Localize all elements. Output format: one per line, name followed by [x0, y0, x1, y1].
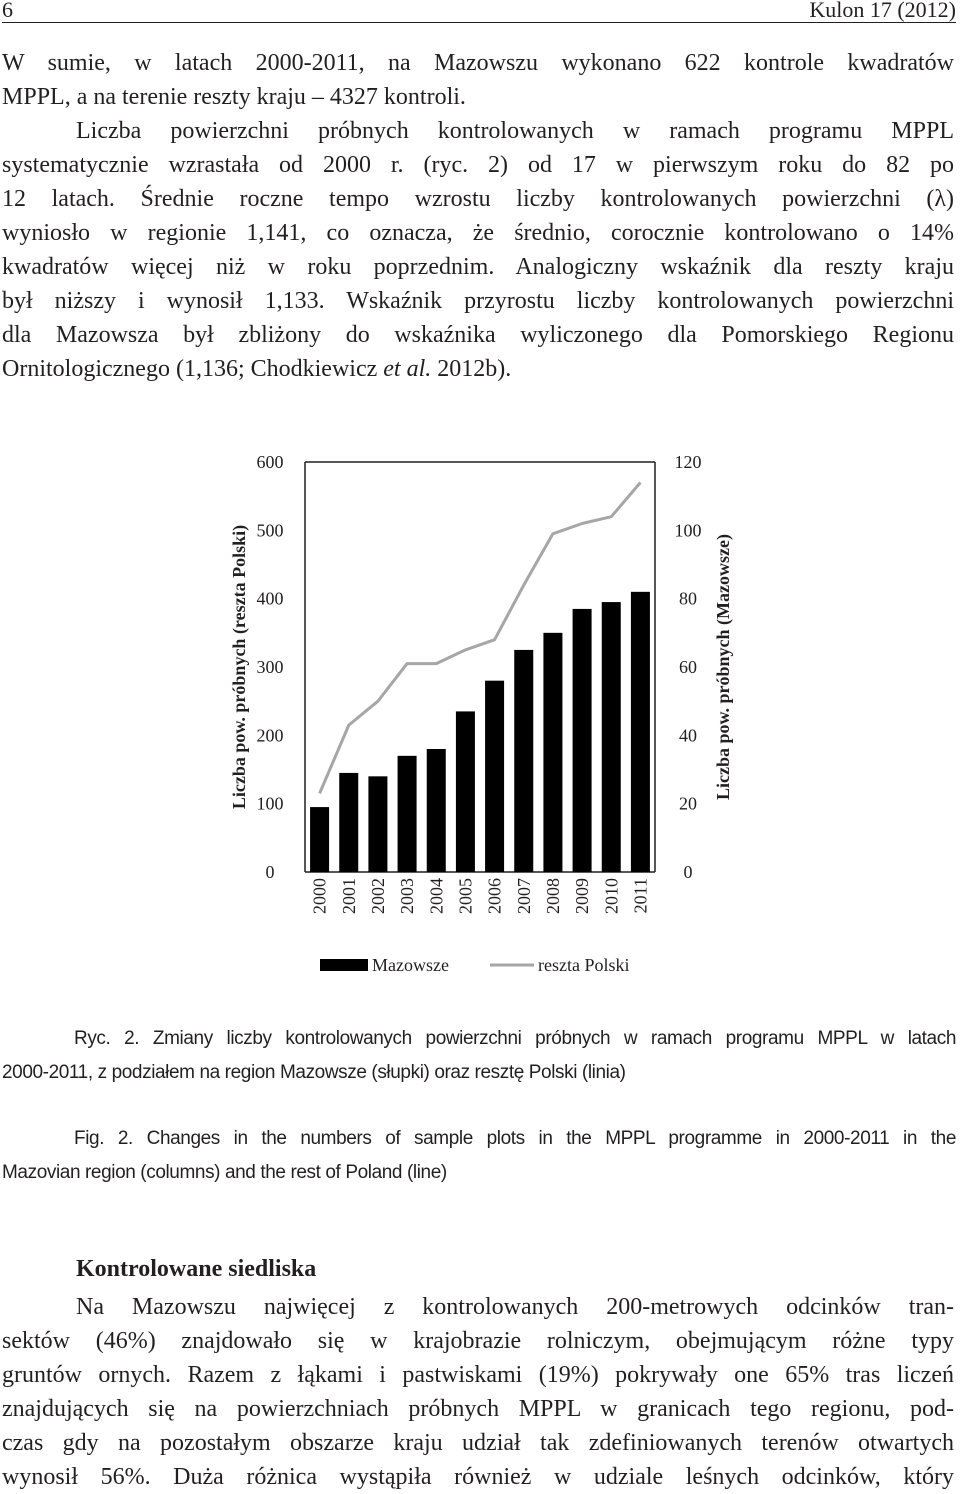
bar-mazowsze-2002	[368, 776, 388, 872]
page-number: 6	[2, 0, 13, 22]
y-axis-right-title: Liczba pow. próbnych (Mazowsze)	[713, 534, 734, 800]
text-line: W sumie, w latach 2000-2011, na Mazowszu…	[2, 50, 954, 76]
x-tick-label-2001: 2001	[339, 878, 359, 914]
journal-citation: Kulon 17 (2012)	[809, 0, 956, 22]
text-line: systematycznie wzrastała od 2000 r. (ryc…	[2, 152, 954, 178]
line-series-reszta-polski	[318, 481, 642, 794]
text-line: 12 latach. Średnie roczne tempo wzrostu …	[2, 186, 954, 212]
chart-axes	[304, 461, 656, 873]
x-tick-label-2010: 2010	[601, 878, 621, 914]
x-tick-label-2006: 2006	[485, 878, 505, 914]
axis-ticks: 0 100 200 300 400 500 600 0 20 40 60 80 100 120	[257, 452, 702, 882]
x-tick-label-2005: 2005	[455, 878, 475, 914]
bar-mazowsze-2009	[572, 608, 592, 872]
y-right-tick-label: 120	[675, 452, 702, 472]
italic-et-al: et al.	[383, 356, 432, 382]
y-left-tick-label: 100	[257, 794, 284, 814]
y-right-tick-label: 40	[679, 725, 697, 745]
caption-line: Mazovian region (columns) and the rest o…	[2, 1162, 447, 1183]
bar-mazowsze-2008	[543, 632, 563, 872]
text-line: Na Mazowszu najwięcej z kontrolowanych 2…	[76, 1294, 954, 1320]
y-left-tick-label: 600	[257, 452, 284, 472]
y-right-tick-label: 0	[684, 862, 693, 882]
bar-mazowsze-2005	[455, 711, 475, 872]
x-tick-label-2008: 2008	[543, 878, 563, 914]
text-line: był niższy i wynosił 1,133. Wskaźnik prz…	[2, 288, 954, 314]
text-fragment: 2012b).	[431, 356, 512, 382]
y-left-tick-label: 400	[257, 589, 284, 609]
y-left-tick-label: 500	[257, 520, 284, 540]
bar-series-mazowsze	[310, 591, 650, 872]
text-line: kwadratów więcej niż w roku poprzednim. …	[2, 254, 954, 280]
paragraph-summary: W sumie, w latach 2000-2011, na Mazowszu…	[2, 46, 954, 386]
y-right-tick-label: 100	[675, 520, 702, 540]
legend-label-mazowsze: Mazowsze	[372, 955, 449, 975]
bar-mazowsze-2007	[514, 649, 534, 872]
x-tick-label-2009: 2009	[572, 878, 592, 914]
legend-swatch-mazowsze	[320, 959, 368, 971]
caption-line: 2000-2011, z podziałem na region Mazowsz…	[2, 1062, 626, 1083]
bar-mazowsze-2006	[485, 680, 505, 872]
text-line: sektów (46%) znajdowało się w krajobrazi…	[2, 1328, 954, 1354]
y-right-tick-label: 20	[679, 794, 697, 814]
y-left-tick-label: 200	[257, 725, 284, 745]
text-line: wynosił 56%. Duża różnica wystąpiła równ…	[2, 1464, 954, 1490]
y-left-tick-label: 0	[266, 862, 275, 882]
text-line: czas gdy na pozostałym obszarze kraju ud…	[2, 1430, 954, 1456]
text-line: gruntów ornych. Razem z łąkami i pastwis…	[2, 1362, 954, 1388]
x-tick-label-2003: 2003	[397, 878, 417, 914]
bar-mazowsze-2011	[630, 591, 650, 872]
caption-line: Ryc. 2. Zmiany liczby kontrolowanych pow…	[74, 1028, 956, 1049]
bar-mazowsze-2004	[426, 749, 446, 872]
figure-chart: 0 100 200 300 400 500 600 0 20 40 60 80 100 120 2000 2…	[0, 440, 960, 990]
x-tick-label-2002: 2002	[368, 878, 388, 914]
text-line: Ornitologicznego (1,136; Chodkiewicz et …	[2, 352, 954, 386]
line-reszta-polski	[318, 481, 642, 794]
x-tick-label-2000: 2000	[310, 878, 330, 914]
text-line: dla Mazowsza był zbliżony do wskaźnika w…	[2, 322, 954, 348]
bar-mazowsze-2001	[339, 772, 359, 872]
caption-polish: Ryc. 2. Zmiany liczby kontrolowanych pow…	[2, 1022, 956, 1090]
x-axis-labels: 2000 2001 2002 2003 2004 2005 2006 2007 2008 2009…	[310, 878, 651, 914]
y-left-tick-label: 300	[257, 657, 284, 677]
y-axis-left-title: Liczba pow. próbnych (reszta Polski)	[229, 525, 250, 809]
x-tick-label-2007: 2007	[514, 878, 534, 914]
bar-mazowsze-2000	[310, 807, 330, 872]
text-line: wyniosło w regionie 1,141, co oznacza, ż…	[2, 220, 954, 246]
text-line: znajdujących się na powierzchniach próbn…	[2, 1396, 954, 1422]
chart-legend: Mazowsze reszta Polski	[320, 955, 630, 975]
legend-label-reszta-polski: reszta Polski	[538, 955, 630, 975]
text-fragment: Ornitologicznego (1,136; Chodkiewicz	[2, 356, 384, 382]
caption-english: Fig. 2. Changes in the numbers of sample…	[2, 1122, 956, 1190]
y-right-tick-label: 80	[679, 589, 697, 609]
x-tick-label-2011: 2011	[630, 878, 650, 913]
text-line: Liczba powierzchni próbnych kontrolowany…	[76, 118, 954, 144]
paragraph-habitats: Na Mazowszu najwięcej z kontrolowanych 2…	[2, 1290, 954, 1494]
y-right-tick-label: 60	[679, 657, 697, 677]
bar-mazowsze-2010	[601, 602, 621, 872]
caption-line: Fig. 2. Changes in the numbers of sample…	[74, 1128, 956, 1149]
bar-mazowsze-2003	[397, 755, 417, 872]
text-line: MPPL, a na terenie reszty kraju – 4327 k…	[2, 84, 466, 110]
running-header: 6 Kulon 17 (2012)	[2, 0, 956, 23]
section-heading: Kontrolowane siedliska	[76, 1256, 317, 1282]
x-tick-label-2004: 2004	[426, 878, 446, 914]
